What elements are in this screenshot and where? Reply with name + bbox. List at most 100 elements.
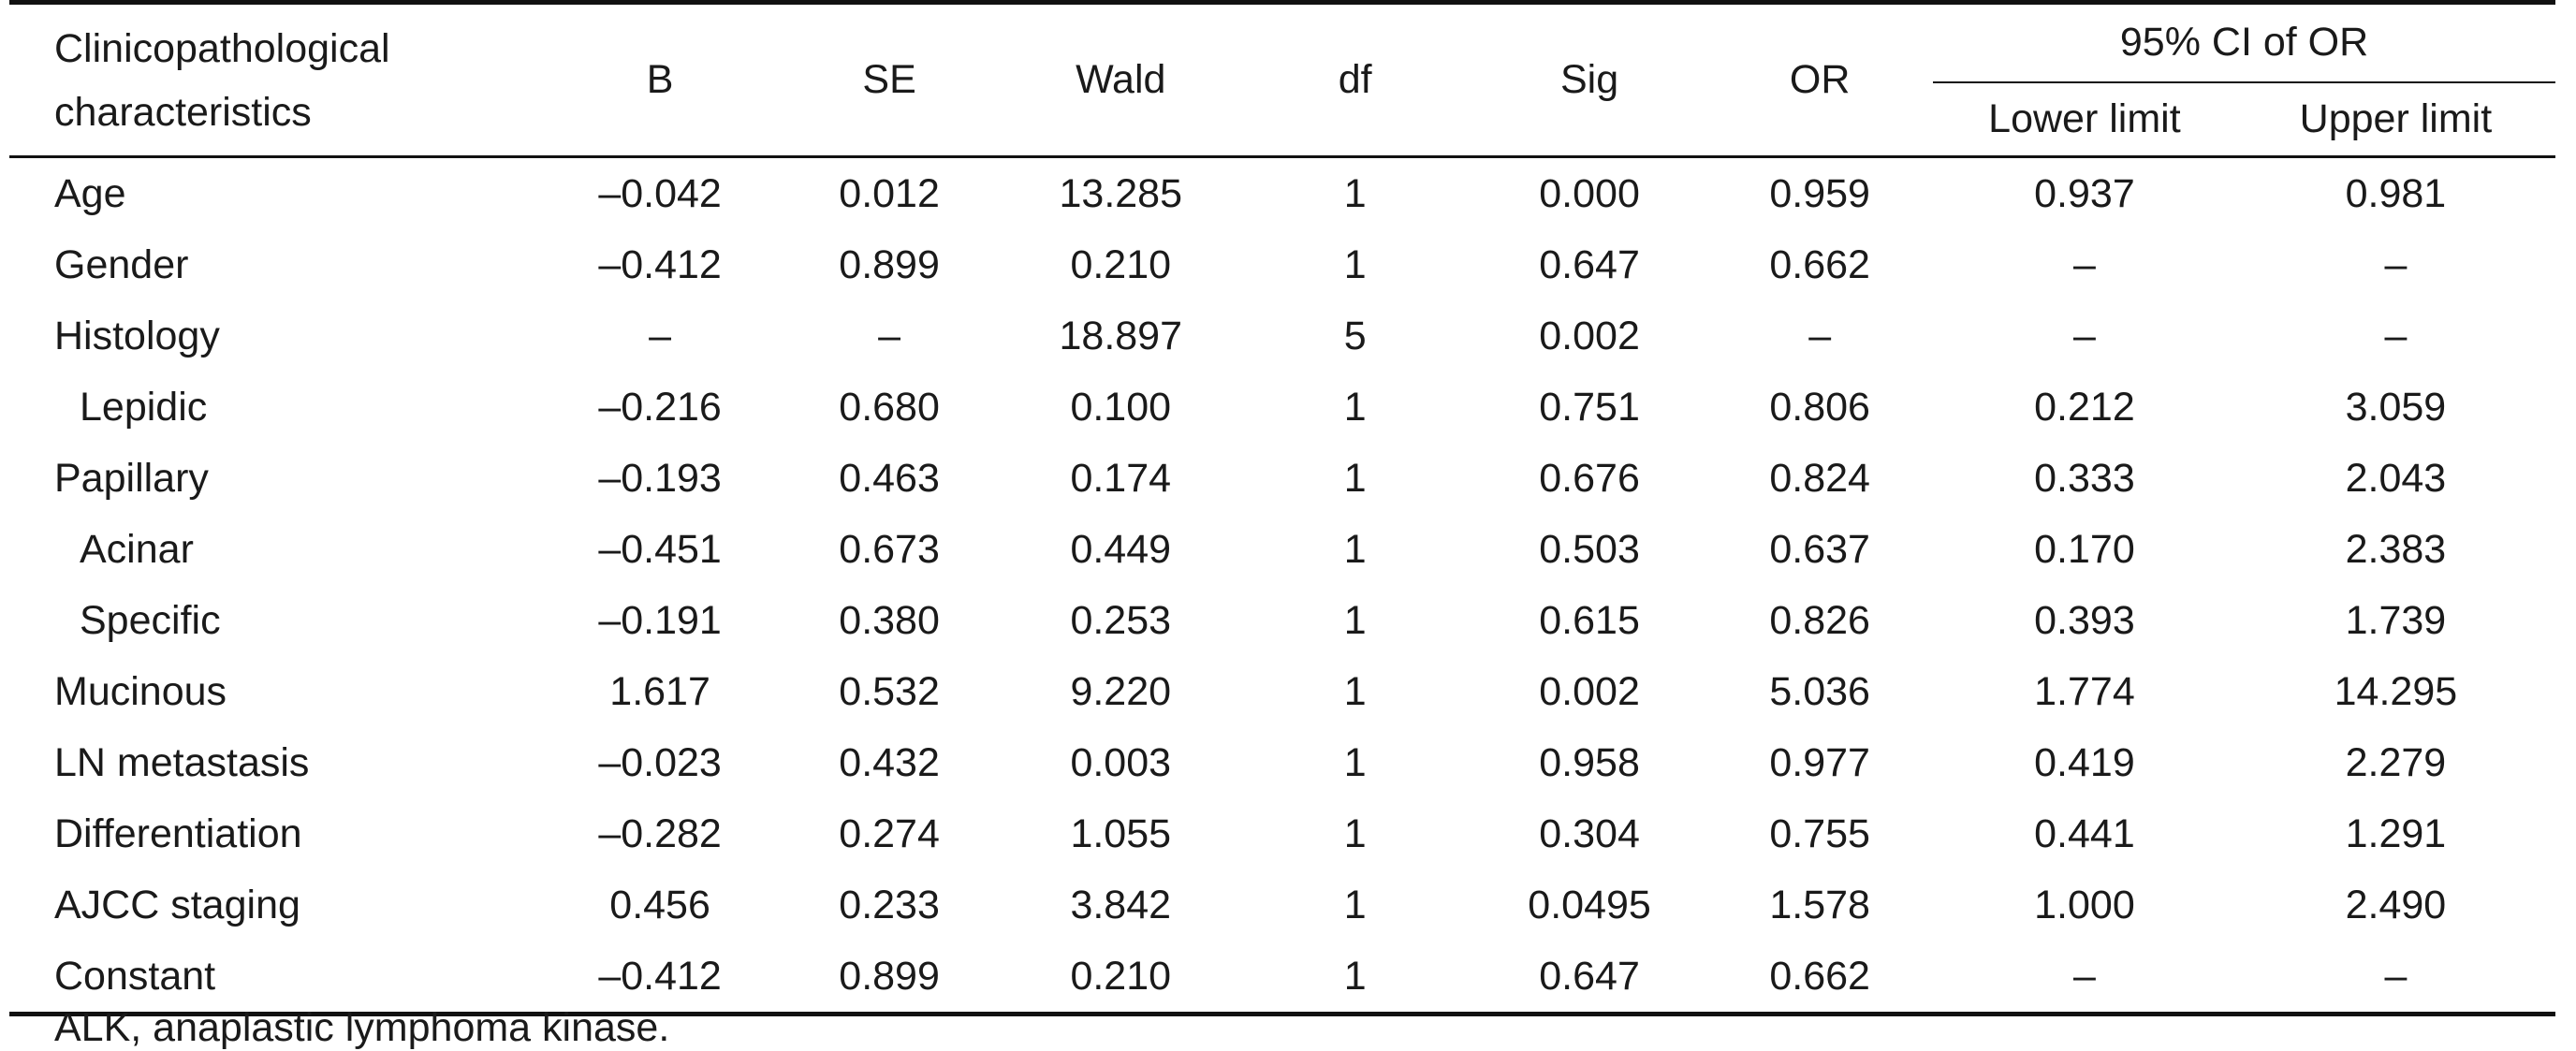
cell-upper: 3.059 [2345, 384, 2447, 430]
row-label: Constant [9, 941, 546, 1016]
table-row: Lepidic –0.216 0.680 0.100 1 0.751 0.806 0.212 3… [9, 372, 2555, 443]
cell-b: –0.042 [598, 170, 722, 216]
cell-b: 1.617 [609, 668, 710, 714]
cell-or: 0.637 [1769, 526, 1870, 572]
cell-wald: 9.220 [1070, 668, 1172, 714]
header-upper-limit: Upper limit [2235, 82, 2555, 158]
cell-upper: 1.739 [2345, 597, 2447, 643]
cell-upper: – [2384, 313, 2408, 358]
cell-upper: 2.383 [2345, 526, 2447, 572]
table-body: Age –0.042 0.012 13.285 1 0.000 0.959 0.937 0.98… [9, 157, 2555, 1016]
cell-df: 1 [1343, 810, 1367, 856]
cell-or: 0.977 [1769, 739, 1870, 785]
cell-sig: 0.0495 [1528, 882, 1651, 927]
cell-se: 0.463 [839, 455, 940, 501]
cell-sig: 0.958 [1539, 739, 1640, 785]
cell-lower: 0.170 [2034, 526, 2135, 572]
regression-table: Clinicopathological characteristics B SE… [9, 0, 2555, 1016]
cell-upper: 2.490 [2345, 882, 2447, 927]
cell-b: – [649, 313, 672, 358]
cell-or: 0.959 [1769, 170, 1870, 216]
header-ci: 95% CI of OR [1933, 0, 2555, 83]
cell-upper: – [2235, 941, 2555, 1016]
cell-wald: 0.449 [1070, 526, 1172, 572]
cell-se: 0.233 [839, 882, 940, 927]
cell-df: 1 [1343, 668, 1367, 714]
cell-upper: 2.043 [2345, 455, 2447, 501]
cell-se: 0.673 [839, 526, 940, 572]
table-row: Gender –0.412 0.899 0.210 1 0.647 0.662 – – [9, 229, 2555, 300]
cell-df: 1 [1343, 597, 1367, 643]
cell-df: 1 [1343, 739, 1367, 785]
cell-lower: 1.774 [2034, 668, 2135, 714]
cell-df: 1 [1343, 241, 1367, 287]
cell-sig: 0.647 [1539, 241, 1640, 287]
row-label: Specific [80, 597, 221, 643]
cell-se: 0.899 [775, 941, 1004, 1016]
cell-upper: 2.279 [2345, 739, 2447, 785]
cell-wald: 18.897 [1059, 313, 1183, 358]
header-sig: Sig [1471, 0, 1707, 158]
cell-lower: 0.937 [2034, 170, 2135, 216]
cell-upper: 0.981 [2345, 170, 2447, 216]
row-label: Mucinous [54, 668, 227, 714]
row-label: Acinar [80, 526, 194, 572]
cell-se: 0.899 [839, 241, 940, 287]
cell-wald: 0.210 [1003, 941, 1238, 1016]
cell-sig: 0.304 [1539, 810, 1640, 856]
cell-lower: 0.393 [2034, 597, 2135, 643]
cell-se: 0.012 [839, 170, 940, 216]
cell-sig: 0.002 [1539, 668, 1640, 714]
cell-df: 5 [1343, 313, 1367, 358]
cell-sig: 0.751 [1539, 384, 1640, 430]
row-label: Gender [54, 241, 189, 287]
cell-df: 1 [1343, 384, 1367, 430]
cell-wald: 0.253 [1070, 597, 1172, 643]
cell-b: –0.216 [598, 384, 722, 430]
header-b: B [545, 0, 776, 158]
cell-b: –0.451 [598, 526, 722, 572]
cell-lower: 1.000 [2034, 882, 2135, 927]
header-lower-limit: Lower limit [1933, 82, 2236, 158]
cell-sig: 0.676 [1539, 455, 1640, 501]
row-label: AJCC staging [54, 882, 300, 927]
table-row: Constant –0.412 0.899 0.210 1 0.647 0.662– – [9, 941, 2555, 1016]
cell-sig: 0.647 [1471, 941, 1707, 1016]
cell-se: 0.274 [839, 810, 940, 856]
cell-se: 0.532 [839, 668, 940, 714]
cell-se: 0.680 [839, 384, 940, 430]
cell-or: 0.824 [1769, 455, 1870, 501]
cell-b: –0.282 [598, 810, 722, 856]
cell-b: –0.412 [545, 941, 776, 1016]
table-row: Mucinous 1.617 0.532 9.220 1 0.002 5.036 1.774 1… [9, 656, 2555, 727]
row-label: Papillary [54, 455, 209, 501]
cell-lower: 0.212 [2034, 384, 2135, 430]
cell-df: 1 [1343, 455, 1367, 501]
table-header: Clinicopathological characteristics B SE… [9, 0, 2555, 158]
cell-or: 5.036 [1769, 668, 1870, 714]
table-row: AJCC staging 0.456 0.233 3.842 1 0.0495 1.578 1… [9, 869, 2555, 941]
header-se: SE [775, 0, 1004, 158]
header-wald: Wald [1003, 0, 1238, 158]
header-df: df [1237, 0, 1472, 158]
cell-or: 0.826 [1769, 597, 1870, 643]
cell-sig: 0.000 [1539, 170, 1640, 216]
row-label: Lepidic [80, 384, 208, 430]
cell-upper: 14.295 [2334, 668, 2458, 714]
cell-se: 0.380 [839, 597, 940, 643]
cell-se: 0.432 [839, 739, 940, 785]
table-row: Histology – – 18.897 5 0.002 – – – [9, 300, 2555, 372]
cell-lower: – [2072, 241, 2096, 287]
cell-df: 1 [1343, 170, 1367, 216]
header-characteristics-line1: Clinicopathological [54, 25, 390, 71]
cell-or: 0.662 [1706, 941, 1934, 1016]
table-row: LN metastasis –0.023 0.432 0.003 1 0.958 0.977… [9, 727, 2555, 798]
cell-sig: 0.615 [1539, 597, 1640, 643]
table-container: Clinicopathological characteristics B SE… [9, 0, 2555, 1016]
cell-or: – [1808, 313, 1832, 358]
row-label: Differentiation [54, 810, 302, 856]
cell-sig: 0.002 [1539, 313, 1640, 358]
table-row: Specific –0.191 0.380 0.253 1 0.615 0.826 0.393… [9, 585, 2555, 656]
header-characteristics-line2: characteristics [54, 89, 312, 135]
cell-b: 0.456 [609, 882, 710, 927]
